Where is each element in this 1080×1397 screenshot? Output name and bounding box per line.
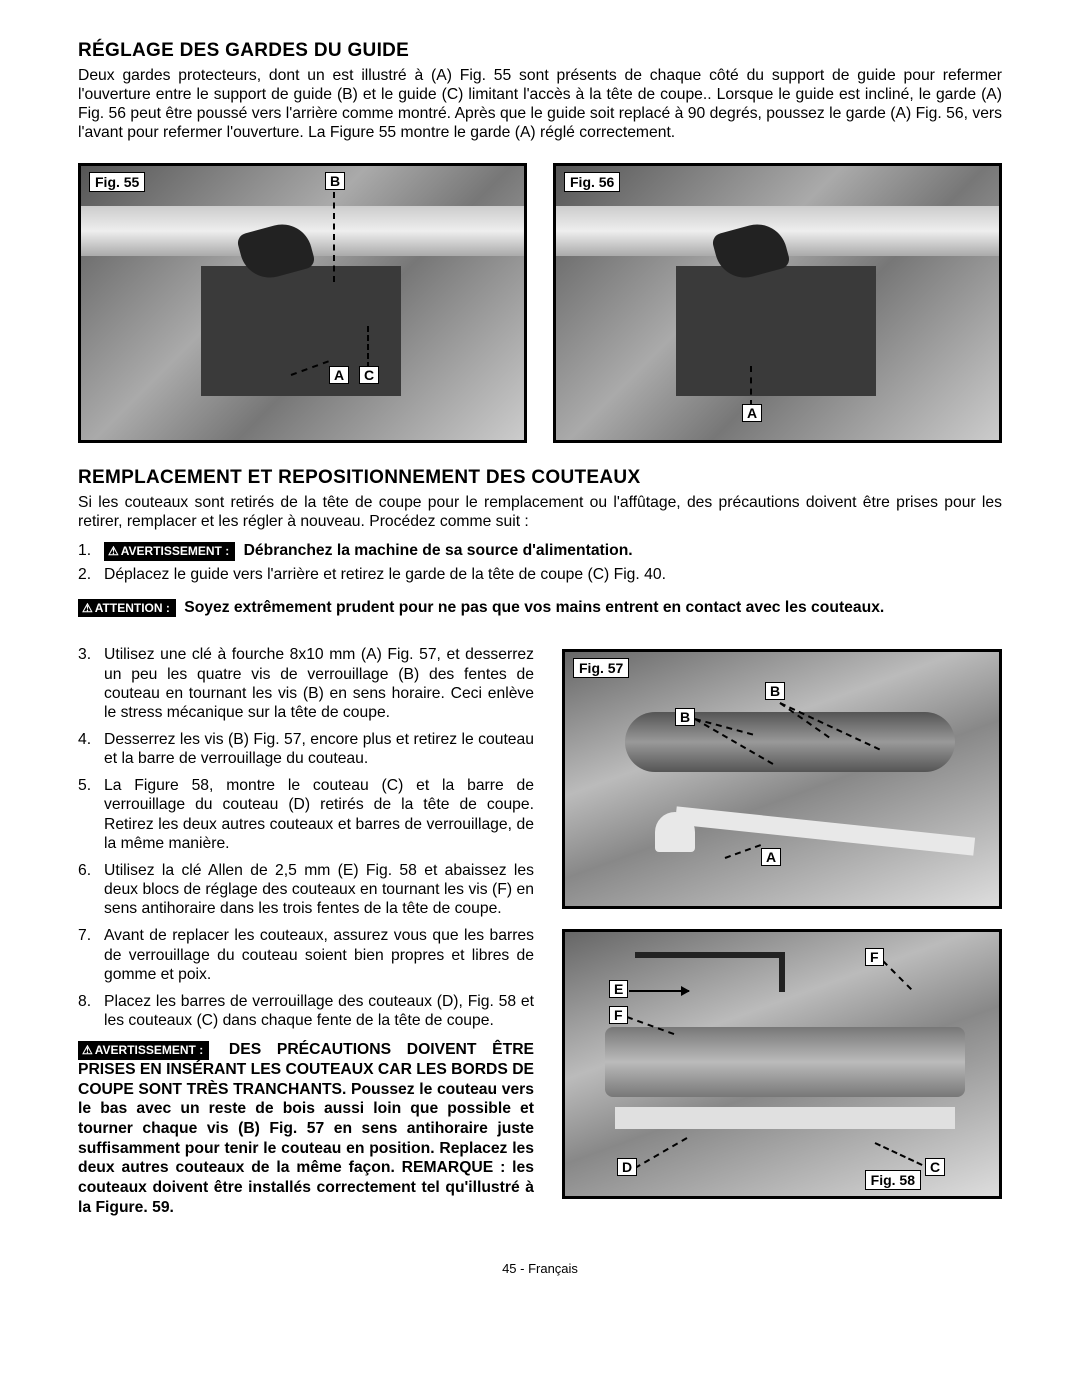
step1-bold: Débranchez la machine de sa source d'ali… [244,542,633,559]
fig58-callout-e: E [609,980,628,998]
fig56-line-a [750,366,752,406]
two-column: 3. Utilisez une clé à fourche 8x10 mm (A… [78,639,1002,1219]
warn-icon: ⚠ [108,544,119,559]
step3-num: 3. [78,645,104,722]
fig56-callout-a: A [742,404,762,422]
step6-num: 6. [78,861,104,918]
step-6: 6. Utilisez la clé Allen de 2,5 mm (E) F… [78,861,534,918]
step-list-top: 1. ⚠AVERTISSEMENT : Débranchez la machin… [78,541,1002,584]
warn2-label-text: AVERTISSEMENT : [95,1043,203,1057]
fig57-wrench-head [655,812,695,852]
page-footer: 45 - Français [78,1261,1002,1276]
step2-num: 2. [78,565,104,584]
fig58-arrow-e [629,990,689,992]
left-column: 3. Utilisez une clé à fourche 8x10 mm (A… [78,639,534,1219]
fig58-bar [615,1107,955,1129]
attention-text: Soyez extrêmement prudent pour ne pas qu… [184,599,884,616]
section2-intro: Si les couteaux sont retirés de la tête … [78,493,1002,531]
figure-58: F E F D C Fig. 58 [562,929,1002,1199]
fig55-callout-a: A [329,366,349,384]
step2-txt: Déplacez le guide vers l'arrière et reti… [104,565,1002,584]
step4-txt: Desserrez les vis (B) Fig. 57, encore pl… [104,730,534,768]
fig58-callout-f2: F [609,1006,628,1024]
section1-body: Deux gardes protecteurs, dont un est ill… [78,66,1002,143]
fig58-hex1 [635,952,785,958]
step1-txt: ⚠AVERTISSEMENT : Débranchez la machine d… [104,541,1002,561]
fig55-callout-b: B [325,172,345,190]
step-4: 4. Desserrez les vis (B) Fig. 57, encore… [78,730,534,768]
fig55-label: Fig. 55 [89,172,145,192]
step-1: 1. ⚠AVERTISSEMENT : Débranchez la machin… [78,541,1002,561]
figure-56: Fig. 56 A [553,163,1002,443]
step6-txt: Utilisez la clé Allen de 2,5 mm (E) Fig.… [104,861,534,918]
step3-txt: Utilisez une clé à fourche 8x10 mm (A) F… [104,645,534,722]
step-5: 5. La Figure 58, montre le couteau (C) e… [78,776,534,853]
fig57-callout-b2: B [675,708,695,726]
warn2-text: DES PRÉCAUTIONS DOIVENT ÊTRE PRISES EN I… [78,1041,534,1215]
fig57-callout-a: A [761,848,781,866]
figure-row-1: Fig. 55 B A C Fig. 56 A [78,163,1002,443]
step1-num: 1. [78,541,104,561]
right-column: Fig. 57 B B A F E [562,639,1002,1219]
warn-icon: ⚠ [82,1043,93,1058]
step-list-left: 3. Utilisez une clé à fourche 8x10 mm (A… [78,645,534,1030]
step7-num: 7. [78,926,104,983]
fig56-label: Fig. 56 [564,172,620,192]
section1-title: RÉGLAGE DES GARDES DU GUIDE [78,40,1002,62]
warning-label-2: ⚠AVERTISSEMENT : [78,1041,209,1060]
fig55-line-c [367,326,369,368]
attention-label: ⚠ATTENTION : [78,599,176,618]
step-3: 3. Utilisez une clé à fourche 8x10 mm (A… [78,645,534,722]
fig57-callout-b1: B [765,682,785,700]
fig58-head [605,1027,965,1097]
step-8: 8. Placez les barres de verrouillage des… [78,992,534,1030]
fig56-shape [676,266,876,396]
warn1-text: AVERTISSEMENT : [121,544,229,558]
fig57-label: Fig. 57 [573,658,629,678]
step7-txt: Avant de replacer les couteaux, assurez … [104,926,534,983]
step-7: 7. Avant de replacer les couteaux, assur… [78,926,534,983]
fig58-hex2 [779,952,785,992]
step-2: 2. Déplacez le guide vers l'arrière et r… [78,565,1002,584]
step8-txt: Placez les barres de verrouillage des co… [104,992,534,1030]
fig58-callout-c: C [925,1158,945,1176]
fig58-callout-f1: F [865,948,884,966]
fig55-callout-c: C [359,366,379,384]
step5-txt: La Figure 58, montre le couteau (C) et l… [104,776,534,853]
step8-num: 8. [78,992,104,1030]
step5-num: 5. [78,776,104,853]
attention-line: ⚠ATTENTION : Soyez extrêmement prudent p… [78,598,1002,618]
section2-title: REMPLACEMENT ET REPOSITIONNEMENT DES COU… [78,467,1002,489]
warning-2-paragraph: ⚠AVERTISSEMENT : DES PRÉCAUTIONS DOIVENT… [78,1040,534,1217]
figure-57: Fig. 57 B B A [562,649,1002,909]
fig58-label: Fig. 58 [865,1170,921,1190]
warn-icon: ⚠ [82,601,93,616]
fig58-callout-d: D [617,1158,637,1176]
attention-label-text: ATTENTION : [95,601,170,615]
step4-num: 4. [78,730,104,768]
fig55-line-b [333,192,335,282]
warning-label-1: ⚠AVERTISSEMENT : [104,542,235,561]
figure-55: Fig. 55 B A C [78,163,527,443]
